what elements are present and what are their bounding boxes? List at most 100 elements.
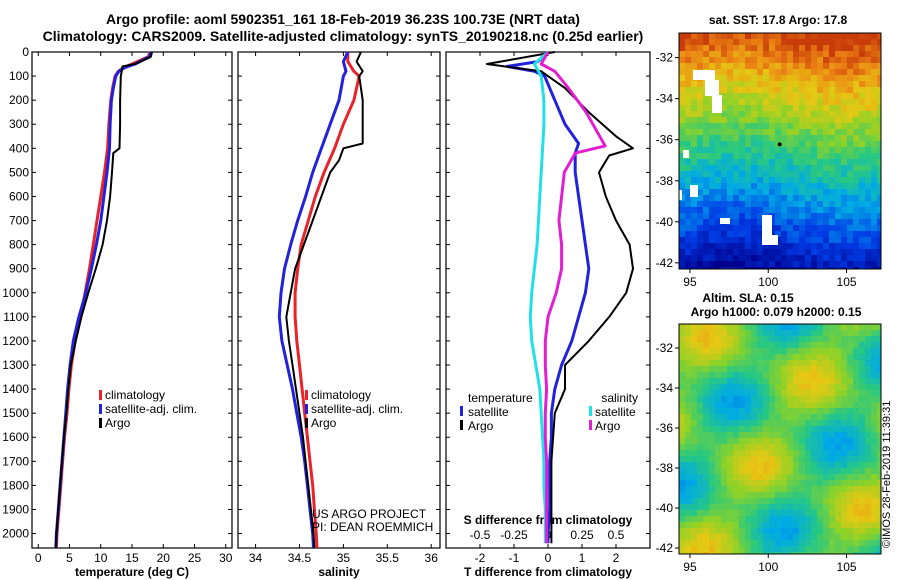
map-cell: [865, 528, 871, 534]
map-cell: [859, 336, 865, 342]
map-cell: [829, 438, 835, 444]
map-cell: [871, 546, 877, 552]
map-cell: [835, 177, 841, 183]
map-cell: [799, 117, 805, 123]
title-line2: Climatology: CARS2009. Satellite-adjuste…: [43, 28, 644, 44]
map-cell: [769, 141, 775, 147]
map-cell: [787, 69, 793, 75]
map-cell: [799, 414, 805, 420]
map-cell: [787, 396, 793, 402]
map-cell: [871, 534, 877, 540]
map-cell: [775, 183, 781, 189]
map-cell: [733, 492, 739, 498]
map-cell: [853, 183, 859, 189]
map-cell: [817, 510, 823, 516]
map-cell: [793, 57, 799, 63]
map-cell: [823, 51, 829, 57]
map-cell: [877, 378, 881, 384]
map-cell: [775, 213, 781, 219]
map-cell: [829, 87, 835, 93]
series-line-salinity-satellite: [528, 50, 549, 544]
map-cell: [739, 342, 745, 348]
map-cell: [853, 528, 859, 534]
map-cell: [817, 432, 823, 438]
map-cell: [685, 93, 691, 99]
map-cell: [793, 336, 799, 342]
map-cell: [757, 117, 763, 123]
map-cell: [739, 438, 745, 444]
map-cell: [799, 444, 805, 450]
map-cell: [691, 480, 697, 486]
map-cell: [865, 177, 871, 183]
map-cell: [829, 207, 835, 213]
map-cell: [733, 33, 739, 39]
map-cell: [721, 330, 727, 336]
map-cell: [847, 510, 853, 516]
map-cell: [865, 87, 871, 93]
map-cell: [691, 39, 697, 45]
map-cell: [757, 243, 763, 249]
map-cell: [841, 183, 847, 189]
map-cell: [697, 516, 703, 522]
map-cell: [841, 111, 847, 117]
map-cell: [877, 87, 881, 93]
map-cell: [805, 414, 811, 420]
map-cell: [823, 39, 829, 45]
map-cell: [727, 462, 733, 468]
map-cell: [721, 396, 727, 402]
map-cell: [787, 336, 793, 342]
map-cell: [805, 165, 811, 171]
map-cell: [703, 261, 709, 267]
map-cell: [769, 516, 775, 522]
map-cell: [817, 225, 823, 231]
map-cell: [805, 51, 811, 57]
map-cell: [859, 45, 865, 51]
map-cell: [697, 183, 703, 189]
map-cell: [859, 261, 865, 267]
map-cell: [805, 372, 811, 378]
map-cell: [679, 135, 685, 141]
map-cell: [847, 69, 853, 75]
map-cell: [697, 255, 703, 261]
map-cell: [847, 366, 853, 372]
map-cell: [757, 336, 763, 342]
map-cell: [865, 33, 871, 39]
map-cell: [853, 135, 859, 141]
map-cell: [721, 366, 727, 372]
map-cell: [703, 183, 709, 189]
map-cell: [805, 378, 811, 384]
map-cell: [745, 105, 751, 111]
map-cell: [811, 450, 817, 456]
map-cell: [709, 546, 715, 552]
map-cell: [877, 480, 881, 486]
map-cell: [763, 462, 769, 468]
map-cell: [727, 105, 733, 111]
map-cell: [715, 249, 721, 255]
map-cell: [769, 540, 775, 546]
map-cell: [871, 468, 877, 474]
map-cell: [823, 552, 829, 554]
map-cell: [727, 75, 733, 81]
map-cell: [721, 105, 727, 111]
map-cell: [709, 516, 715, 522]
map-cell: [877, 219, 881, 225]
map-cell: [799, 201, 805, 207]
map-cell: [811, 528, 817, 534]
map-cell: [877, 366, 881, 372]
legend-swatch: [99, 418, 102, 428]
map-cell: [835, 510, 841, 516]
map-cell: [709, 492, 715, 498]
map-cell: [739, 414, 745, 420]
map-cell: [721, 546, 727, 552]
map-cell: [871, 105, 877, 111]
map-cell: [679, 255, 685, 261]
watermark: ©IMOS 28-Feb-2019 11:39:31: [881, 401, 893, 548]
map-cell: [751, 408, 757, 414]
y-tick-label: -34: [656, 381, 674, 395]
map-cell: [811, 219, 817, 225]
map-cell: [811, 225, 817, 231]
map-cell: [853, 516, 859, 522]
map-cell: [781, 111, 787, 117]
map-cell: [823, 372, 829, 378]
map-cell: [817, 153, 823, 159]
